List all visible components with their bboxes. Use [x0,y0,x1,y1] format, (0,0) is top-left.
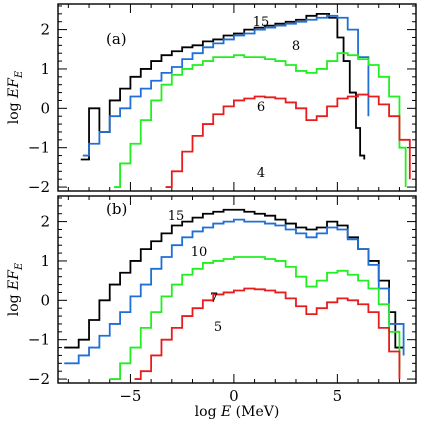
y-tick-label: −1 [28,139,50,157]
series-label-5: 5 [214,320,222,335]
x-tick-label: 0 [229,387,239,405]
series-line-7 [109,256,401,380]
series-line-4 [165,93,411,188]
series-line-5 [134,287,401,380]
series-label-8: 8 [292,39,300,54]
series-label-4: 4 [257,166,265,181]
x-axis-label: log E (MeV) [195,404,280,420]
series-line-8 [82,14,370,157]
y-tick-label: 1 [40,60,50,78]
series-label-10: 10 [191,245,208,260]
panel-a: −2 −1 0 1 2 log EFE 15 8 6 4 (a) [6,3,417,196]
panel-b: −2 −1 0 1 2 log EFE 15 10 7 5 (b) −5 0 5 [6,195,417,405]
y-axis-label: log EFE [6,70,25,124]
series-line-6 [113,52,407,188]
series-label-15: 15 [168,209,185,224]
series-line-15 [80,12,366,161]
y-tick-label: −2 [28,370,50,388]
y-tick-label: 0 [40,99,50,117]
y-tick-label: 2 [40,213,50,231]
series-label-6: 6 [257,100,265,115]
plot-frame [57,195,417,384]
series-label-15: 15 [253,15,270,30]
y-tick-label: 2 [40,21,50,39]
y-axis-label: log EFE [6,262,25,316]
panel-label: (a) [106,30,127,48]
y-tick-label: 1 [40,252,50,270]
series-line-15 [64,208,404,349]
y-tick-label: −2 [28,178,50,196]
x-tick-label: −5 [119,387,141,405]
y-tick-label: −1 [28,331,50,349]
series-line-10 [64,218,405,365]
plot-frame [57,3,417,192]
panel-label: (b) [106,200,127,218]
x-tick-label: 5 [333,387,343,405]
y-tick-label: 0 [40,291,50,309]
series-label-7: 7 [210,291,218,306]
